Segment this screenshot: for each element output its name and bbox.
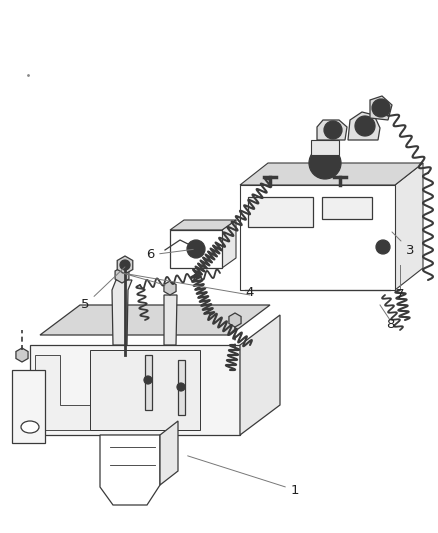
Bar — [240, 185, 395, 290]
Polygon shape — [90, 350, 200, 430]
Circle shape — [144, 376, 152, 384]
Circle shape — [377, 104, 385, 112]
Polygon shape — [30, 345, 240, 435]
Polygon shape — [16, 348, 28, 362]
Text: 3: 3 — [392, 232, 414, 256]
Polygon shape — [12, 370, 45, 443]
Polygon shape — [395, 163, 423, 290]
Polygon shape — [317, 120, 347, 140]
Ellipse shape — [21, 421, 39, 433]
Polygon shape — [229, 313, 241, 327]
Polygon shape — [164, 295, 177, 345]
Circle shape — [360, 121, 370, 131]
Circle shape — [187, 240, 205, 258]
Polygon shape — [145, 355, 152, 410]
Polygon shape — [240, 315, 280, 435]
Polygon shape — [117, 256, 133, 274]
Polygon shape — [311, 140, 339, 155]
Text: 5: 5 — [81, 267, 125, 311]
Polygon shape — [160, 421, 178, 485]
Polygon shape — [100, 435, 160, 505]
Circle shape — [329, 126, 337, 134]
Text: 4: 4 — [246, 287, 254, 300]
Bar — [170, 230, 222, 268]
Polygon shape — [370, 96, 392, 120]
Polygon shape — [240, 163, 423, 185]
Polygon shape — [35, 355, 90, 430]
Circle shape — [380, 244, 386, 250]
Circle shape — [177, 383, 185, 391]
Polygon shape — [348, 112, 380, 140]
Polygon shape — [178, 360, 185, 415]
Text: 7: 7 — [396, 288, 404, 302]
Circle shape — [309, 147, 341, 179]
Bar — [248, 197, 313, 227]
Polygon shape — [170, 220, 236, 230]
Bar — [322, 197, 372, 219]
Circle shape — [318, 156, 332, 170]
Circle shape — [324, 121, 342, 139]
Text: 6: 6 — [146, 248, 193, 262]
Circle shape — [372, 99, 390, 117]
Text: 8: 8 — [386, 319, 394, 332]
Circle shape — [192, 245, 200, 253]
Polygon shape — [115, 267, 129, 283]
Circle shape — [120, 260, 130, 270]
Polygon shape — [222, 220, 236, 268]
Polygon shape — [112, 280, 132, 345]
Circle shape — [355, 116, 375, 136]
Circle shape — [376, 240, 390, 254]
Polygon shape — [164, 281, 176, 295]
Text: 1: 1 — [187, 456, 299, 497]
Polygon shape — [40, 305, 270, 335]
